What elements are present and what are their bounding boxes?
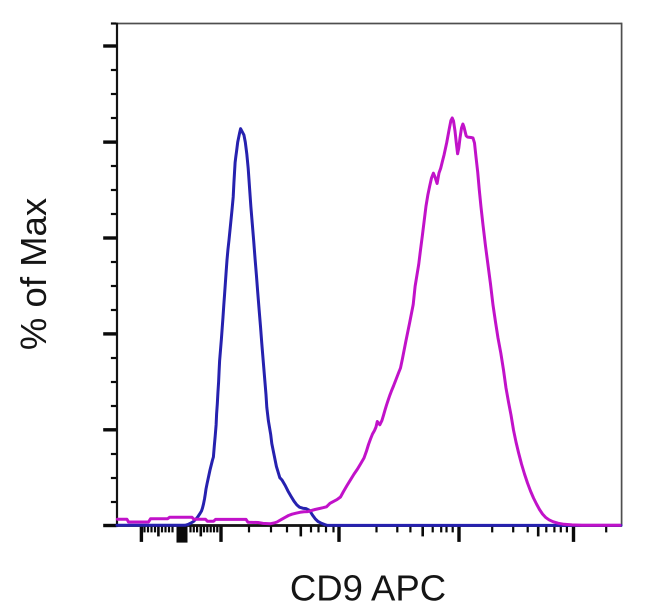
x-medium-tick [199, 526, 203, 537]
x-minor-tick [209, 526, 212, 533]
x-minor-tick [171, 526, 174, 533]
x-major-tick [337, 526, 341, 542]
x-wide-tick [176, 526, 188, 543]
y-minor-tick [110, 188, 117, 192]
y-minor-tick [110, 476, 117, 480]
y-major-tick [103, 523, 117, 528]
x-minor-tick [440, 526, 443, 533]
x-minor-tick [206, 526, 209, 533]
x-minor-tick [285, 526, 289, 533]
plot-frame [115, 22, 623, 528]
x-minor-tick [309, 526, 313, 533]
x-medium-tick [536, 526, 540, 537]
x-major-tick [219, 526, 223, 542]
x-minor-tick [332, 526, 335, 533]
x-medium-tick [421, 526, 424, 537]
x-minor-tick [146, 526, 150, 533]
x-minor-tick [192, 526, 195, 533]
x-minor-tick [445, 526, 448, 533]
x-minor-tick [324, 526, 328, 533]
y-major-tick [103, 428, 117, 432]
x-minor-tick [491, 526, 494, 533]
y-major-tick [103, 44, 117, 48]
x-minor-tick [269, 526, 273, 533]
x-major-tick [139, 526, 144, 542]
blue-histogram [115, 127, 623, 527]
y-minor-tick [110, 404, 117, 408]
x-minor-tick [409, 526, 412, 533]
x-minor-tick [150, 526, 153, 533]
x-axis-ticks [139, 526, 608, 543]
y-minor-tick [110, 260, 117, 264]
histogram-curves [115, 116, 623, 527]
x-minor-tick [143, 526, 146, 533]
x-minor-tick [196, 526, 199, 533]
x-minor-tick [164, 526, 167, 533]
y-minor-tick [110, 500, 117, 504]
x-minor-tick [431, 526, 434, 533]
y-minor-tick [110, 452, 117, 456]
x-minor-tick [605, 526, 608, 533]
x-minor-tick [160, 526, 164, 533]
x-minor-tick [559, 526, 562, 533]
x-medium-tick [157, 526, 160, 537]
x-major-tick [457, 526, 461, 542]
x-minor-tick [202, 526, 206, 533]
x-minor-tick [526, 526, 529, 533]
y-minor-tick [110, 68, 117, 72]
y-axis-label: % of Max [13, 198, 54, 350]
x-minor-tick [512, 526, 515, 533]
x-minor-tick [317, 526, 320, 533]
x-minor-tick [189, 526, 192, 533]
y-axis-line [115, 22, 119, 528]
x-minor-tick [167, 526, 171, 533]
x-minor-tick [247, 526, 251, 533]
y-minor-tick [110, 380, 117, 384]
y-major-tick [103, 236, 117, 240]
y-minor-tick [110, 212, 117, 216]
y-minor-tick [110, 22, 117, 25]
x-minor-tick [153, 526, 157, 533]
y-minor-tick [110, 356, 117, 360]
y-minor-tick [110, 92, 117, 96]
x-minor-tick [216, 526, 219, 533]
x-minor-tick [545, 526, 548, 533]
x-minor-tick [565, 526, 568, 533]
x-minor-tick [396, 526, 399, 533]
y-minor-tick [110, 308, 117, 312]
x-medium-tick [299, 526, 303, 537]
x-minor-tick [375, 526, 378, 533]
y-minor-tick [110, 116, 117, 120]
x-minor-tick [553, 526, 556, 533]
plot-border-right [620, 22, 623, 527]
x-minor-tick [451, 526, 454, 533]
x-minor-tick [212, 526, 216, 533]
plot-border-top [117, 22, 622, 25]
y-major-tick [103, 140, 117, 144]
x-axis-label: CD9 APC [290, 568, 446, 609]
y-minor-tick [110, 164, 117, 168]
y-minor-tick [110, 284, 117, 288]
y-major-tick [103, 332, 117, 336]
y-axis-ticks [103, 22, 117, 528]
x-major-tick [571, 526, 576, 542]
magenta-histogram [115, 116, 622, 527]
